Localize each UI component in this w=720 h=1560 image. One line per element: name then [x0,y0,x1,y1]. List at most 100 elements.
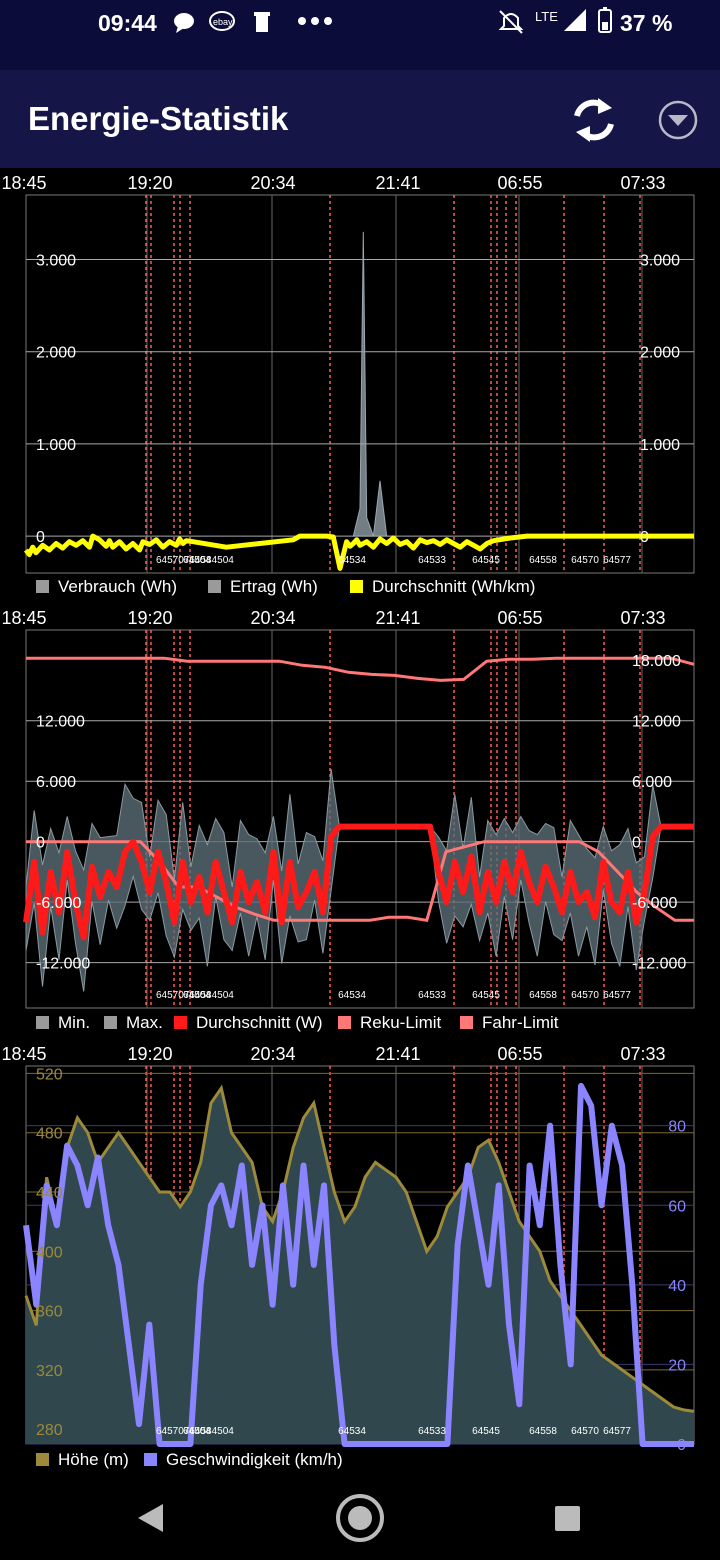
y-tick-left: 520 [36,1066,63,1083]
time-axis-label: 19:20 [127,608,172,628]
chart-energy-verbrauch-area [352,231,394,537]
legend-swatch [338,1016,351,1029]
signal-icon [564,9,586,31]
y-tick-right: 18.000 [632,653,681,670]
legend-label: Fahr-Limit [482,1013,559,1032]
legend-swatch [36,580,49,593]
y-tick-left: 0 [36,529,45,546]
legend-swatch [350,580,363,593]
chart-power-reku-limit-line [26,656,695,682]
trip-label-cluster: 64570764584504 [156,1426,234,1437]
trip-label: 64533 [418,555,446,566]
battery-icon [598,7,612,33]
trip-label-cluster: 64570764584504 [156,990,234,1001]
legend-swatch [460,1016,473,1029]
legend-label: Verbrauch (Wh) [58,577,177,596]
y-tick-right: 40 [668,1278,686,1295]
battery-percent: 37 % [620,10,673,36]
trip-label: 64570 [571,990,599,1001]
y-tick-right: 3.000 [640,253,680,270]
time-axis-label: 06:55 [497,608,542,628]
chart-energy: 18:45 19:20 20:34 21:41 06:55 07:33 3.000 3.00… [1,173,695,596]
time-axis-label: 07:33 [620,1044,665,1064]
time-axis-label: 20:34 [250,173,295,193]
time-axis-label: 18:45 [1,608,46,628]
home-icon[interactable] [336,1494,384,1542]
trip-label: 64570 [571,1426,599,1437]
chart-altitude-legend: Höhe (m) Geschwindigkeit (km/h) [36,1450,343,1469]
trip-label: 64545 [472,990,500,1001]
trip-label: 64558 [529,1426,557,1437]
status-time: 09:44 [98,10,157,36]
y-tick-right: 60 [668,1198,686,1215]
trip-label: 64545 [472,555,500,566]
chart-power-fahr-limit-line [26,840,694,922]
recents-icon[interactable] [555,1506,580,1531]
legend-label: Höhe (m) [58,1450,129,1469]
page-title: Energie-Statistik [28,100,289,137]
time-axis-label: 20:34 [250,608,295,628]
y-tick-left: -6.000 [36,895,81,912]
charts-area: 18:45 19:20 20:34 21:41 06:55 07:33 3.000 3.00… [1,173,695,1469]
trip-label: 64577 [603,1426,631,1437]
trip-label: 64534 [338,1426,366,1437]
y-tick-right: 0 [640,529,649,546]
trip-label: 64504 [183,555,211,566]
legend-swatch [36,1453,49,1466]
trip-label: 64533 [418,1426,446,1437]
y-tick-left: 280 [36,1422,63,1439]
mute-icon [498,10,524,34]
y-tick-left: 3.000 [36,253,76,270]
y-tick-left: 480 [36,1126,63,1143]
y-tick-left: 6.000 [36,774,76,791]
svg-text:ebay: ebay [213,17,233,27]
y-tick-right: -6.000 [632,895,677,912]
y-tick-right: 2.000 [640,345,680,362]
ebay-icon: ebay [209,11,235,31]
time-axis-label: 19:20 [127,1044,172,1064]
y-tick-right: 80 [668,1119,686,1136]
time-axis-label: 19:20 [127,173,172,193]
legend-swatch [208,580,221,593]
legend-label: Max. [126,1013,163,1032]
time-axis-label: 07:33 [620,173,665,193]
trip-label: 64577 [603,990,631,1001]
trip-label: 64558 [529,990,557,1001]
trip-label: 64577 [603,555,631,566]
trip-label: 64504 [183,1426,211,1437]
chart-energy-legend: Verbrauch (Wh) Ertrag (Wh) Durchschnitt (W… [36,577,535,596]
y-tick-right: 0 [677,1437,686,1454]
time-axis-label: 06:55 [497,173,542,193]
time-axis-label: 07:33 [620,608,665,628]
app-bar-actions [574,98,698,142]
legend-swatch [104,1016,117,1029]
time-axis-label: 06:55 [497,1044,542,1064]
chart-power-durchschnitt-line [23,823,694,941]
y-tick-right: 20 [668,1357,686,1374]
chat-bubble-icon [174,13,194,33]
chart-speed-line [23,1082,694,1447]
time-axis-label: 18:45 [1,1044,46,1064]
chart-power-legend: Min. Max. Durchschnitt (W) Reku-Limit Fahr-L… [36,1013,559,1032]
time-axis-label: 18:45 [1,173,46,193]
network-label: LTE [535,9,558,24]
y-tick-left: 360 [36,1304,63,1321]
dropdown-icon[interactable] [658,100,698,140]
trip-label: 64545 [472,1426,500,1437]
legend-label: Min. [58,1013,90,1032]
y-tick-right: 6.000 [632,774,672,791]
y-tick-left: 1.000 [36,437,76,454]
status-icons: ebay LTE [174,7,612,34]
more-dots-icon [298,17,332,25]
legend-label: Durchschnitt (Wh/km) [372,577,535,596]
chart-power: 18:45 19:20 20:34 21:41 06:55 07:33 12.000 6.0… [1,608,695,1032]
refresh-icon[interactable] [574,98,614,142]
y-tick-left: 320 [36,1363,63,1380]
y-tick-right: 12.000 [632,714,681,731]
trip-label-cluster: 64570764584504 [156,555,234,566]
y-tick-left: 400 [36,1244,63,1261]
trip-label: 64533 [418,990,446,1001]
legend-swatch [144,1453,157,1466]
chart-altitude-speed: 18:45 19:20 20:34 21:41 06:55 07:33 520 480 440… [1,1044,695,1469]
back-icon[interactable] [138,1504,163,1532]
